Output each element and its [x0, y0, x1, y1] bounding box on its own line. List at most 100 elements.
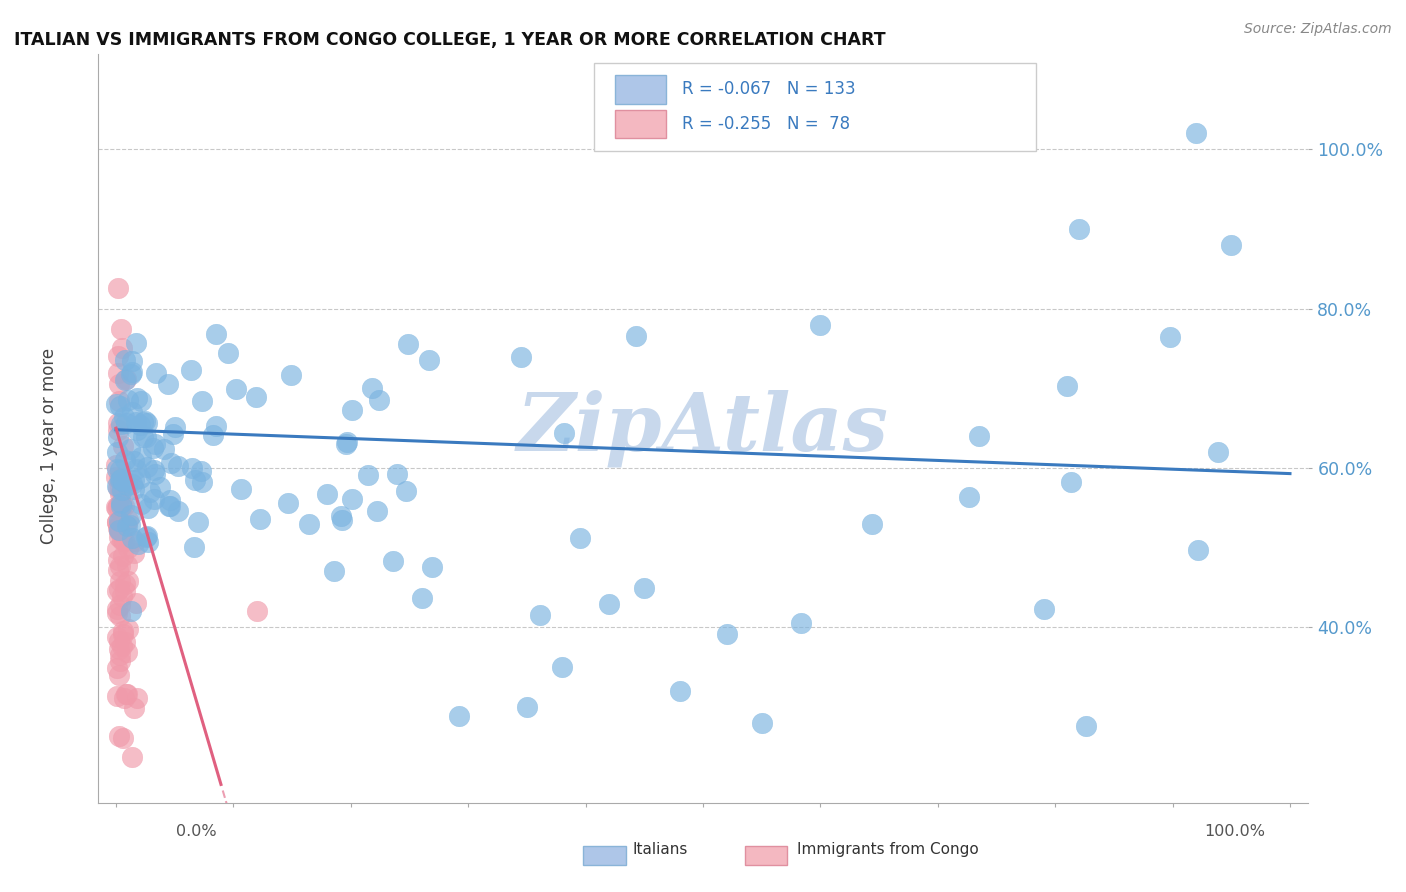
Point — [153, 442, 176, 456]
Point — [121, 354, 143, 368]
Point — [969, 428, 991, 442]
Point — [529, 607, 551, 622]
Point — [330, 509, 353, 524]
Point — [118, 442, 141, 457]
Point — [114, 373, 136, 387]
Point — [190, 464, 212, 478]
Point — [127, 423, 149, 437]
Point — [117, 623, 139, 637]
Point — [105, 397, 128, 411]
Point — [105, 479, 128, 493]
Text: 100.0%: 100.0% — [1205, 824, 1265, 838]
Point — [190, 393, 212, 408]
Point — [105, 444, 128, 458]
Point — [105, 661, 128, 675]
Point — [121, 476, 143, 491]
Point — [105, 470, 128, 484]
Point — [163, 420, 186, 434]
Point — [225, 382, 247, 396]
Point — [111, 499, 134, 513]
Point — [122, 454, 145, 468]
Point — [107, 606, 129, 620]
Point — [110, 496, 132, 510]
Point — [396, 337, 419, 351]
Point — [135, 459, 157, 474]
Point — [624, 329, 647, 343]
Point — [107, 416, 129, 430]
Point — [110, 654, 132, 668]
Point — [121, 750, 143, 764]
Point — [110, 499, 132, 513]
Point — [160, 456, 183, 470]
Point — [107, 523, 129, 537]
Point — [361, 381, 384, 395]
Point — [633, 581, 655, 595]
Point — [138, 535, 160, 549]
Point — [127, 537, 149, 551]
Point — [124, 700, 146, 714]
FancyBboxPatch shape — [614, 75, 665, 103]
Point — [143, 467, 166, 481]
Point — [112, 487, 135, 501]
Point — [121, 405, 143, 419]
Point — [111, 439, 134, 453]
Point — [420, 560, 443, 574]
Point — [129, 450, 152, 465]
Point — [1056, 378, 1078, 392]
Point — [107, 280, 129, 294]
Point — [115, 417, 138, 431]
Point — [117, 645, 139, 659]
Point — [957, 490, 980, 504]
Point — [124, 546, 146, 560]
Point — [114, 634, 136, 648]
Text: 0.0%: 0.0% — [176, 824, 217, 838]
Point — [1185, 126, 1208, 140]
Point — [332, 513, 354, 527]
Point — [340, 402, 363, 417]
Point — [131, 430, 153, 444]
Point — [120, 603, 142, 617]
Point — [108, 514, 131, 528]
Point — [277, 496, 299, 510]
Point — [120, 508, 142, 522]
Point — [553, 426, 575, 441]
Point — [449, 709, 471, 723]
Point — [128, 470, 150, 484]
Point — [112, 731, 135, 745]
Point — [121, 365, 143, 379]
Point — [114, 453, 136, 467]
Point — [135, 530, 157, 544]
Point — [108, 521, 131, 535]
Point — [108, 530, 131, 544]
Point — [112, 624, 135, 639]
Point — [340, 492, 363, 507]
Point — [112, 691, 135, 706]
Point — [110, 608, 132, 623]
Point — [322, 564, 344, 578]
Point — [138, 501, 160, 516]
Point — [110, 598, 132, 612]
Point — [315, 487, 337, 501]
Point — [162, 427, 184, 442]
Point — [112, 500, 135, 514]
Point — [156, 376, 179, 391]
Point — [117, 513, 139, 527]
Point — [117, 574, 139, 588]
Point — [114, 517, 136, 532]
Point — [808, 318, 831, 332]
Point — [115, 478, 138, 492]
Point — [142, 441, 165, 455]
Point — [190, 475, 212, 489]
Point — [112, 534, 135, 549]
Text: R = -0.255   N =  78: R = -0.255 N = 78 — [682, 115, 851, 133]
Point — [366, 504, 388, 518]
Point — [114, 576, 136, 591]
Point — [110, 322, 132, 336]
Point — [110, 463, 132, 477]
Point — [125, 462, 148, 476]
Point — [157, 499, 180, 513]
Point — [336, 434, 359, 449]
Point — [132, 415, 155, 429]
Point — [516, 700, 538, 714]
Point — [142, 463, 165, 477]
